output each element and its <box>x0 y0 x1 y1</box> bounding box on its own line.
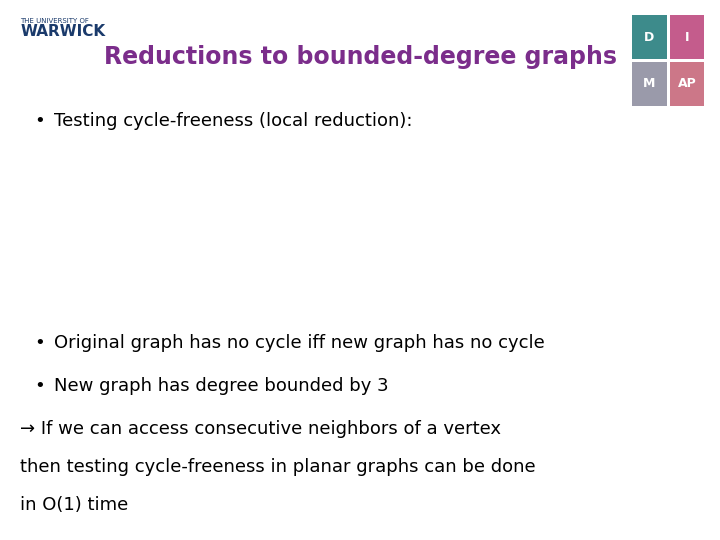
FancyBboxPatch shape <box>632 62 667 106</box>
FancyBboxPatch shape <box>670 15 704 59</box>
FancyBboxPatch shape <box>670 62 704 106</box>
Text: •: • <box>35 334 45 352</box>
Text: M: M <box>643 77 656 90</box>
Text: D: D <box>644 31 654 44</box>
Text: Reductions to bounded-degree graphs: Reductions to bounded-degree graphs <box>104 45 616 69</box>
Text: New graph has degree bounded by 3: New graph has degree bounded by 3 <box>54 377 389 395</box>
Text: → If we can access consecutive neighbors of a vertex: → If we can access consecutive neighbors… <box>20 420 501 438</box>
Text: I: I <box>685 31 689 44</box>
Text: •: • <box>35 377 45 395</box>
Text: then testing cycle-freeness in planar graphs can be done: then testing cycle-freeness in planar gr… <box>20 458 536 476</box>
Text: •: • <box>35 112 45 131</box>
Text: Testing cycle-freeness (local reduction):: Testing cycle-freeness (local reduction)… <box>54 112 413 131</box>
Text: AP: AP <box>678 77 696 90</box>
FancyBboxPatch shape <box>632 15 667 59</box>
Text: Original graph has no cycle iff new graph has no cycle: Original graph has no cycle iff new grap… <box>54 334 545 352</box>
Text: in O(1) time: in O(1) time <box>20 496 128 514</box>
Text: WARWICK: WARWICK <box>20 24 105 39</box>
Text: THE UNIVERSITY OF: THE UNIVERSITY OF <box>20 17 89 24</box>
